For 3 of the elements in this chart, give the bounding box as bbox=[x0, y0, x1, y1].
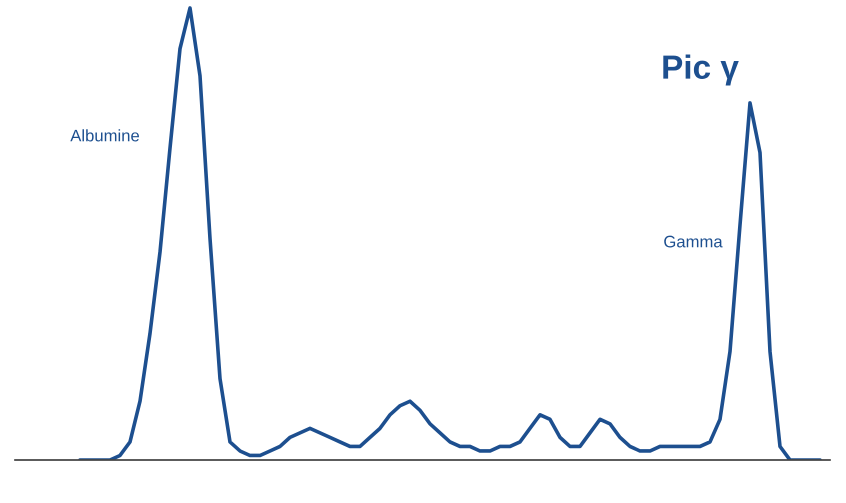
annotation: Albumine bbox=[70, 129, 139, 142]
annotation: Gamma bbox=[664, 236, 723, 248]
annotation: Pic γ bbox=[663, 54, 739, 86]
